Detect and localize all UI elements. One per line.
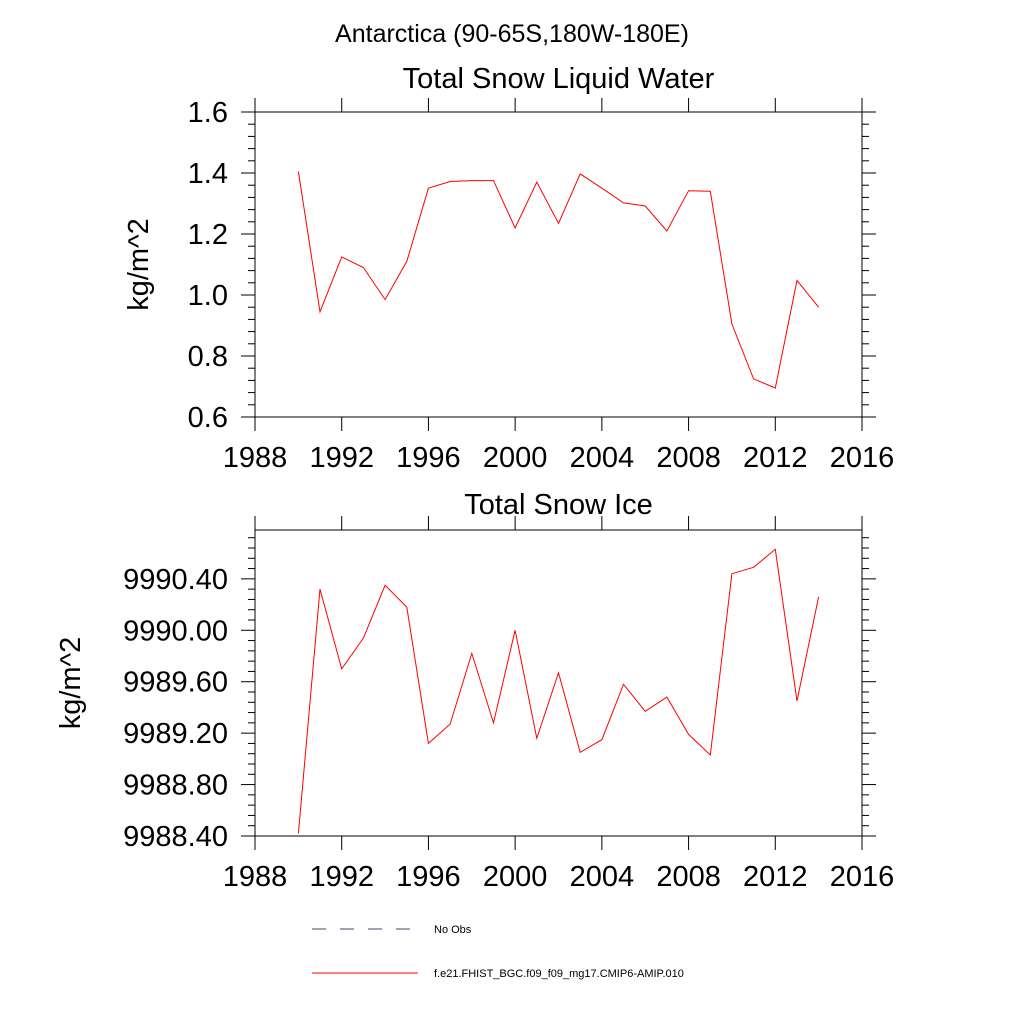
- data-point: [709, 754, 711, 756]
- data-point: [557, 672, 559, 674]
- y-axis-label: kg/m^2: [123, 218, 155, 311]
- x-tick-label: 2000: [483, 442, 548, 474]
- data-point: [492, 722, 494, 724]
- data-point: [817, 306, 819, 308]
- data-point: [557, 222, 559, 224]
- data-point: [644, 205, 646, 207]
- data-point: [796, 279, 798, 281]
- data-point: [644, 710, 646, 712]
- x-tick-label: 2016: [830, 861, 895, 893]
- data-point: [362, 637, 364, 639]
- y-tick-label: 1.4: [188, 158, 228, 190]
- y-tick-label: 9989.20: [123, 718, 228, 750]
- y-tick-label: 9988.80: [123, 770, 228, 802]
- data-point: [774, 548, 776, 550]
- figure-suptitle: Antarctica (90-65S,180W-180E): [335, 20, 689, 48]
- data-point: [406, 606, 408, 608]
- x-tick-label: 1992: [309, 442, 374, 474]
- x-tick-label: 1996: [396, 442, 461, 474]
- data-point: [752, 378, 754, 380]
- data-point: [666, 230, 668, 232]
- x-tick-label: 2012: [743, 861, 808, 893]
- data-point: [731, 323, 733, 325]
- data-point: [709, 190, 711, 192]
- data-point: [666, 696, 668, 698]
- data-point: [601, 738, 603, 740]
- data-point: [427, 187, 429, 189]
- data-point: [471, 652, 473, 654]
- series-line: [297, 171, 819, 389]
- data-point: [601, 187, 603, 189]
- data-point: [536, 181, 538, 183]
- chart-title: Total Snow Liquid Water: [403, 63, 715, 95]
- y-tick-label: 0.8: [188, 341, 228, 373]
- data-point: [579, 751, 581, 753]
- data-point: [622, 683, 624, 685]
- data-point: [449, 180, 451, 182]
- x-tick-label: 2004: [570, 861, 635, 893]
- data-point: [536, 737, 538, 739]
- legend-label-model-run: f.e21.FHIST_BGC.f09_f09_mg17.CMIP6-AMIP.…: [434, 968, 684, 980]
- x-tick-label: 2004: [570, 442, 635, 474]
- legend: No Obs f.e21.FHIST_BGC.f09_f09_mg17.CMIP…: [312, 924, 684, 980]
- data-point: [384, 298, 386, 300]
- y-tick-label: 9989.60: [123, 667, 228, 699]
- data-point: [319, 588, 321, 590]
- data-point: [297, 832, 299, 834]
- x-tick-label: 1992: [309, 861, 374, 893]
- data-point: [774, 387, 776, 389]
- data-point: [427, 742, 429, 744]
- y-tick-label: 9990.40: [123, 564, 228, 596]
- y-tick-label: 1.2: [188, 219, 228, 251]
- data-point: [471, 179, 473, 181]
- y-tick-label: 1.0: [188, 280, 228, 312]
- data-point: [731, 573, 733, 575]
- x-tick-label: 1996: [396, 861, 461, 893]
- y-tick-label: 1.6: [188, 97, 228, 129]
- data-point: [817, 596, 819, 598]
- plot-frame: [254, 529, 863, 837]
- x-tick-label: 1988: [223, 442, 288, 474]
- x-tick-label: 2008: [656, 861, 721, 893]
- data-point: [622, 202, 624, 204]
- data-point: [492, 179, 494, 181]
- legend-label-no-obs: No Obs: [434, 924, 472, 936]
- x-tick-label: 2008: [656, 442, 721, 474]
- plot-frame: [254, 111, 863, 418]
- data-point: [319, 311, 321, 313]
- y-tick-label: 9990.00: [123, 615, 228, 647]
- chart-panel-liquid-water: Total Snow Liquid Water kg/m^2 1988 1992 199…: [123, 63, 894, 474]
- x-tick-label: 2012: [743, 442, 808, 474]
- data-point: [796, 700, 798, 702]
- data-point: [514, 629, 516, 631]
- data-point: [687, 733, 689, 735]
- data-point: [579, 173, 581, 175]
- data-point: [449, 723, 451, 725]
- chart-panel-snow-ice: Total Snow Ice kg/m^2 1988 1992 1996 2000 2004…: [55, 489, 894, 893]
- chart-title: Total Snow Ice: [464, 489, 653, 521]
- x-tick-label: 1988: [223, 861, 288, 893]
- x-tick-label: 2000: [483, 861, 548, 893]
- y-axis-label: kg/m^2: [55, 637, 87, 730]
- data-point: [406, 260, 408, 262]
- data-point: [514, 227, 516, 229]
- data-point: [752, 566, 754, 568]
- y-tick-label: 9988.40: [123, 821, 228, 853]
- data-point: [687, 189, 689, 191]
- data-point: [384, 584, 386, 586]
- data-point: [297, 170, 299, 172]
- data-point: [341, 256, 343, 258]
- y-tick-label: 0.6: [188, 402, 228, 434]
- x-tick-label: 2016: [830, 442, 895, 474]
- series-line: [297, 548, 820, 834]
- data-point: [362, 266, 364, 268]
- data-point: [341, 668, 343, 670]
